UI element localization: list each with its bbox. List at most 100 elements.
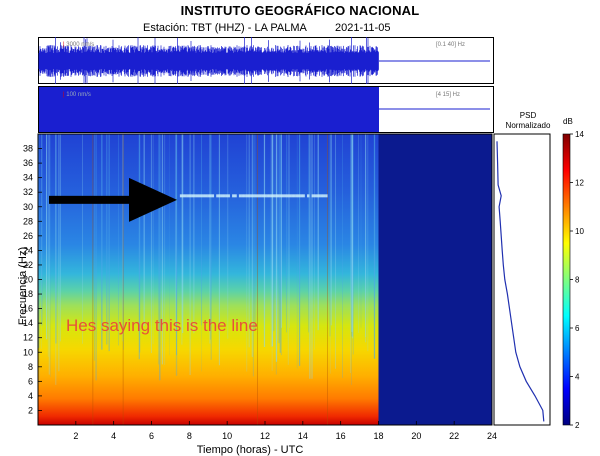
highlighted-band-segment: [268, 194, 271, 198]
highlighted-band-segment: [198, 194, 201, 198]
x-tick-label: 10: [222, 431, 232, 441]
y-tick-label: 16: [23, 304, 33, 314]
highlighted-band-segment: [297, 194, 301, 198]
arrow-head: [129, 177, 177, 222]
trace-filter-label: [4 15] Hz: [436, 92, 461, 98]
spectrogram-image: [37, 134, 492, 425]
trace-scale-label: | 100 nm/s: [63, 92, 91, 98]
x-axis-label: Tiempo (horas) - UTC: [196, 444, 304, 456]
station-label: Estación: TBT (HHZ) - LA PALMA: [143, 22, 307, 34]
x-tick-label: 22: [449, 431, 459, 441]
highlighted-band-segment: [211, 194, 215, 198]
highlighted-band-segment: [241, 194, 244, 198]
y-tick-label: 36: [23, 158, 33, 168]
y-tick-label: 2: [28, 405, 33, 415]
trace-waveform-path: [38, 37, 379, 84]
x-tick-label: 14: [298, 431, 308, 441]
colorbar: 2 4 6 8 10 12 14: [562, 130, 584, 430]
highlighted-band-segment: [261, 194, 264, 198]
y-tick-label: 20: [23, 275, 33, 285]
highlighted-band-segment: [184, 194, 187, 198]
highlighted-band-segment: [322, 194, 326, 198]
highlighted-band-segment: [179, 194, 183, 198]
no-data-region: [378, 134, 492, 425]
spectrogram-data-area: [38, 134, 379, 425]
spectrogram-chart: 2 4 6 8 10 12 14 16 18 20 22 2424681012141618202224…: [23, 130, 584, 441]
highlighted-band-segment: [195, 194, 199, 198]
highlighted-band-segment: [202, 194, 205, 198]
y-tick-label: 10: [23, 347, 33, 357]
highlighted-band-segment: [225, 194, 228, 198]
highlighted-band-segment: [223, 194, 226, 198]
x-tick-label: 4: [111, 431, 116, 441]
colorbar-unit: dB: [563, 117, 573, 126]
highlighted-band-segment: [266, 194, 269, 198]
date-label: 2021-11-05: [335, 22, 391, 34]
highlighted-band-segment: [250, 194, 253, 198]
highlighted-band-segment: [270, 194, 274, 198]
highlighted-band-segment: [291, 194, 294, 198]
psd-title: PSD Normalizado: [498, 111, 558, 131]
highlighted-band-segment: [313, 194, 317, 198]
trace-waveform: [39, 87, 379, 132]
trace-panel-filtered: [38, 86, 494, 133]
highlighted-band-segment: [311, 194, 314, 198]
highlighted-band-segment: [247, 194, 251, 198]
x-tick-label: 16: [336, 431, 346, 441]
highlighted-band-segment: [257, 194, 260, 198]
highlighted-band-segment: [300, 194, 303, 198]
x-tick-label: 20: [411, 431, 421, 441]
highlighted-band-segment: [272, 194, 276, 198]
highlighted-band-segment: [275, 194, 278, 198]
highlighted-band-segment: [245, 194, 249, 198]
trace-filter-label: [0.1 40] Hz: [436, 42, 466, 48]
colorbar-tick-label: 2: [575, 421, 580, 430]
highlighted-band-segment: [325, 194, 328, 198]
highlighted-band-segment: [263, 194, 267, 198]
psd-title-line1: PSD: [519, 111, 537, 120]
x-tick-label: 2: [73, 431, 78, 441]
colorbar-tick-label: 10: [575, 227, 584, 236]
highlighted-band-segment: [207, 194, 210, 198]
highlighted-band-segment: [320, 194, 324, 198]
y-tick-label: 28: [23, 216, 33, 226]
highlighted-band-segment: [220, 194, 224, 198]
y-tick-label: 4: [28, 391, 33, 401]
y-tick-label: 22: [23, 260, 33, 270]
highlighted-band-segment: [186, 194, 190, 198]
highlighted-band-segment: [282, 194, 285, 198]
colorbar-tick-label: 8: [575, 276, 580, 285]
psd-panel: [493, 133, 551, 426]
annotation-text: Hes saying this is the line: [66, 316, 258, 335]
y-axis-label: Frecuencia (Hz): [17, 246, 29, 326]
page-title: INSTITUTO GEOGRÁFICO NACIONAL: [180, 3, 420, 18]
psd-curve: [496, 141, 545, 422]
highlighted-band-segment: [252, 194, 255, 198]
colorbar-gradient: [562, 133, 571, 426]
trace-panel-broadband: [38, 37, 494, 84]
psd-frame: [493, 133, 551, 426]
highlighted-band-segment: [279, 194, 283, 198]
y-tick-label: 12: [23, 333, 33, 343]
x-tick-label: 24: [487, 431, 497, 441]
highlighted-band-segment: [302, 194, 305, 198]
highlighted-band-segment: [243, 194, 246, 198]
highlighted-band-segment: [284, 194, 287, 198]
y-tick-label: 30: [23, 202, 33, 212]
x-tick-label: 12: [260, 431, 270, 441]
highlighted-band-segment: [204, 194, 208, 198]
highlighted-band-segment: [209, 194, 212, 198]
psd-title-line2: Normalizado: [505, 121, 551, 130]
y-tick-label: 38: [23, 144, 33, 154]
y-tick-label: 18: [23, 289, 33, 299]
y-tick-label: 8: [28, 362, 33, 372]
spectrogram-axes: 2 4 6 8 10 12 14 16 18 20 22 2424681012141618202224…: [23, 133, 497, 441]
x-tick-label: 18: [373, 431, 383, 441]
y-tick-label: 6: [28, 376, 33, 386]
highlighted-band-segment: [216, 194, 219, 198]
highlighted-band-segment: [191, 194, 194, 198]
highlighted-band-segment: [277, 194, 280, 198]
y-tick-label: 14: [23, 318, 33, 328]
trace-waveform: [38, 37, 379, 84]
highlighted-band-segment: [288, 194, 292, 198]
